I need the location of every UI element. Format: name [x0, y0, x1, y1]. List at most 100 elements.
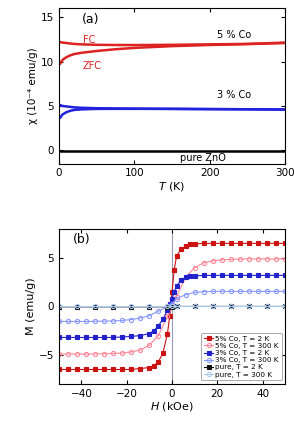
X-axis label: $T$ (K): $T$ (K)	[158, 180, 186, 193]
pure, T = 2 K	[247, 304, 251, 309]
3% Co, T = 300 K	[202, 289, 206, 294]
pure, T = 2 K	[170, 304, 174, 309]
5% Co, T = 2 K	[274, 241, 278, 246]
pure, T = 300 K	[247, 304, 251, 309]
5% Co, T = 300 K	[111, 351, 115, 356]
3% Co, T = 300 K	[84, 319, 88, 324]
3% Co, T = 2 K	[157, 323, 160, 328]
3% Co, T = 2 K	[283, 273, 287, 278]
pure, T = 300 K	[166, 304, 169, 309]
5% Co, T = 2 K	[170, 289, 174, 295]
5% Co, T = 300 K	[66, 352, 70, 357]
5% Co, T = 300 K	[247, 256, 251, 261]
3% Co, T = 2 K	[161, 316, 165, 322]
5% Co, T = 2 K	[265, 241, 269, 246]
3% Co, T = 300 K	[193, 290, 196, 295]
3% Co, T = 2 K	[166, 308, 169, 313]
5% Co, T = 2 K	[75, 367, 79, 372]
3% Co, T = 2 K	[121, 335, 124, 340]
Line: 5% Co, T = 300 K: 5% Co, T = 300 K	[57, 257, 287, 356]
3% Co, T = 2 K	[202, 273, 206, 278]
5% Co, T = 2 K	[121, 367, 124, 372]
3% Co, T = 2 K	[211, 273, 215, 278]
pure, T = 2 K	[283, 304, 287, 309]
3% Co, T = 2 K	[265, 273, 269, 278]
3% Co, T = 300 K	[175, 296, 178, 301]
Y-axis label: χ (10⁻⁴ emu/g): χ (10⁻⁴ emu/g)	[28, 48, 38, 124]
3% Co, T = 300 K	[184, 292, 187, 298]
3% Co, T = 300 K	[229, 289, 233, 294]
5% Co, T = 2 K	[188, 242, 192, 247]
5% Co, T = 300 K	[102, 351, 106, 356]
5% Co, T = 300 K	[238, 257, 242, 262]
3% Co, T = 300 K	[102, 319, 106, 324]
Text: ZFC: ZFC	[83, 61, 102, 71]
3% Co, T = 300 K	[265, 289, 269, 294]
3% Co, T = 2 K	[168, 302, 171, 307]
5% Co, T = 2 K	[238, 241, 242, 246]
pure, T = 2 K	[193, 304, 196, 309]
3% Co, T = 2 K	[84, 335, 88, 340]
3% Co, T = 2 K	[220, 273, 223, 278]
5% Co, T = 300 K	[184, 275, 187, 280]
3% Co, T = 300 K	[220, 289, 223, 294]
5% Co, T = 300 K	[57, 352, 61, 357]
5% Co, T = 2 K	[175, 254, 178, 259]
Text: FC: FC	[83, 35, 95, 45]
pure, T = 2 K	[75, 304, 79, 309]
3% Co, T = 300 K	[138, 316, 142, 321]
pure, T = 2 K	[129, 304, 133, 309]
3% Co, T = 300 K	[274, 289, 278, 294]
pure, T = 2 K	[175, 304, 178, 309]
3% Co, T = 300 K	[283, 289, 287, 294]
Line: pure, T = 300 K: pure, T = 300 K	[57, 304, 287, 308]
Text: (b): (b)	[72, 233, 90, 246]
3% Co, T = 2 K	[256, 273, 260, 278]
pure, T = 300 K	[229, 304, 233, 309]
pure, T = 2 K	[111, 304, 115, 309]
5% Co, T = 300 K	[256, 256, 260, 261]
3% Co, T = 300 K	[157, 309, 160, 314]
3% Co, T = 300 K	[121, 318, 124, 323]
5% Co, T = 2 K	[184, 244, 187, 249]
5% Co, T = 2 K	[283, 241, 287, 246]
3% Co, T = 300 K	[66, 319, 70, 324]
3% Co, T = 300 K	[238, 289, 242, 294]
pure, T = 2 K	[148, 304, 151, 309]
5% Co, T = 2 K	[173, 267, 176, 272]
5% Co, T = 2 K	[179, 247, 183, 252]
5% Co, T = 2 K	[148, 365, 151, 370]
5% Co, T = 300 K	[170, 304, 174, 309]
5% Co, T = 300 K	[121, 350, 124, 355]
5% Co, T = 2 K	[57, 367, 61, 372]
5% Co, T = 300 K	[193, 265, 196, 270]
3% Co, T = 2 K	[102, 335, 106, 340]
5% Co, T = 2 K	[93, 367, 97, 372]
5% Co, T = 2 K	[247, 241, 251, 246]
5% Co, T = 300 K	[84, 352, 88, 357]
5% Co, T = 2 K	[229, 241, 233, 246]
3% Co, T = 2 K	[247, 273, 251, 278]
3% Co, T = 300 K	[93, 319, 97, 324]
5% Co, T = 2 K	[168, 314, 171, 319]
5% Co, T = 300 K	[129, 349, 133, 354]
5% Co, T = 300 K	[166, 314, 169, 319]
3% Co, T = 2 K	[193, 273, 196, 279]
5% Co, T = 300 K	[229, 257, 233, 262]
5% Co, T = 2 K	[220, 241, 223, 246]
pure, T = 300 K	[129, 304, 133, 309]
3% Co, T = 2 K	[93, 335, 97, 340]
3% Co, T = 2 K	[57, 335, 61, 340]
pure, T = 2 K	[265, 304, 269, 309]
pure, T = 300 K	[170, 304, 174, 309]
5% Co, T = 2 K	[111, 367, 115, 372]
5% Co, T = 2 K	[66, 367, 70, 372]
3% Co, T = 2 K	[148, 331, 151, 336]
5% Co, T = 2 K	[157, 359, 160, 364]
3% Co, T = 2 K	[111, 335, 115, 340]
3% Co, T = 2 K	[184, 275, 187, 280]
pure, T = 300 K	[193, 304, 196, 309]
3% Co, T = 300 K	[148, 313, 151, 318]
Line: 3% Co, T = 2 K: 3% Co, T = 2 K	[57, 273, 287, 340]
Y-axis label: M (emu/g): M (emu/g)	[26, 278, 36, 335]
